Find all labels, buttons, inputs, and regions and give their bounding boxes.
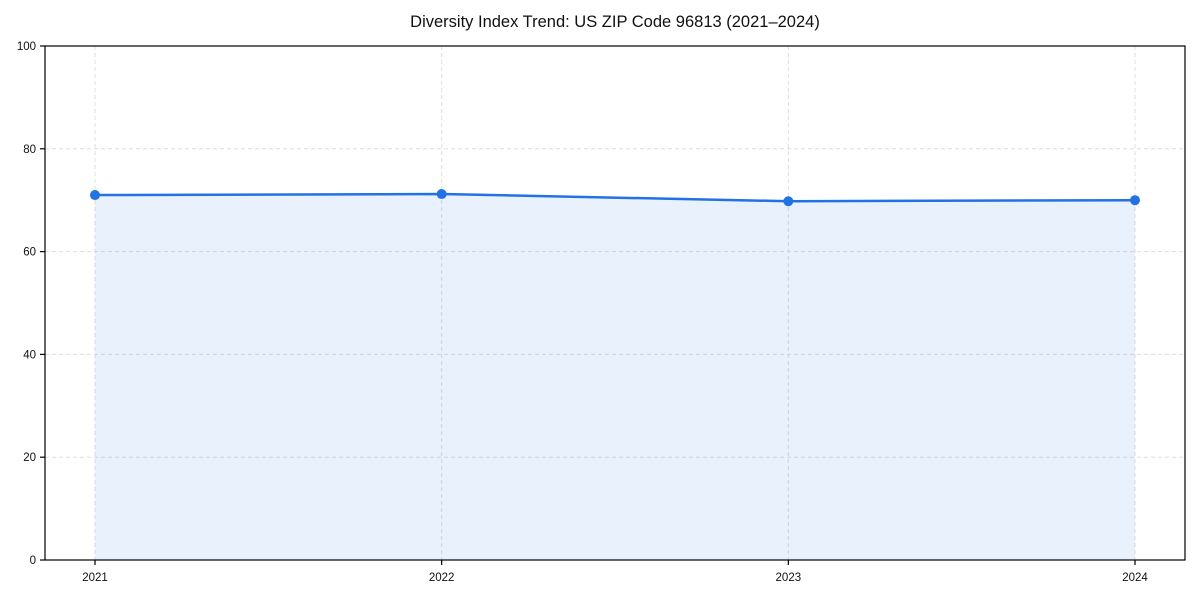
axes-border [44,45,1186,561]
data-point [90,190,100,201]
y-tick-label: 0 [30,555,36,567]
trend-line [93,192,1137,203]
y-tick-label: 20 [23,452,36,464]
x-tick-label: 2021 [82,572,108,584]
data-point [436,189,447,200]
area-fill [95,194,1135,561]
y-tick-label: 100 [17,41,36,53]
y-tick-label: 40 [23,349,36,361]
chart-title: Diversity Index Trend: US ZIP Code 96813… [410,13,820,31]
data-point [1130,195,1140,206]
y-tick-label: 60 [23,247,36,259]
x-tick-label: 2022 [429,572,455,584]
y-tick-label: 80 [23,144,36,156]
x-tick-label: 2023 [776,572,802,584]
data-point [783,196,794,207]
x-tick-label: 2024 [1122,572,1148,584]
